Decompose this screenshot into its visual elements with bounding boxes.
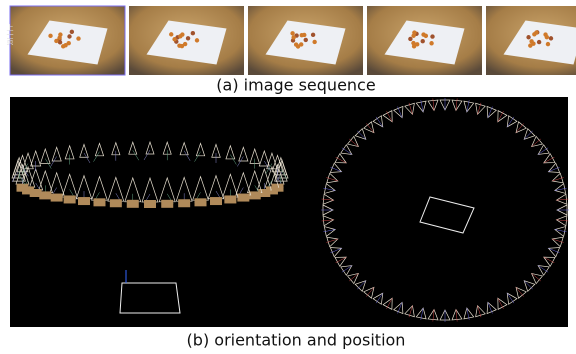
figure: 上一页 (a) image sequence (b) orientation a… [0, 0, 576, 354]
thumbnail [486, 6, 576, 75]
object [549, 36, 553, 40]
thumbnail [248, 6, 363, 75]
caption-b: (b) orientation and position [187, 331, 406, 350]
image-plane [161, 200, 173, 208]
thumbnail [367, 6, 482, 75]
object [300, 33, 304, 37]
object [412, 44, 416, 48]
object [312, 40, 316, 44]
object [63, 43, 67, 47]
object [546, 42, 550, 46]
object [421, 32, 425, 36]
object [304, 38, 308, 42]
thumbnail [10, 6, 125, 75]
object [178, 34, 182, 38]
image-plane [51, 194, 63, 202]
object [429, 41, 433, 45]
overlay-text: 上一页 [6, 23, 14, 46]
image-plane [64, 195, 76, 203]
object [529, 39, 533, 43]
image-plane [178, 199, 190, 207]
object [421, 39, 425, 43]
image-plane [127, 200, 139, 208]
caption-a: (a) image sequence [216, 76, 375, 95]
object [526, 35, 530, 39]
image-plane [110, 199, 122, 207]
object [430, 34, 434, 38]
object [76, 36, 80, 40]
object [543, 32, 547, 36]
object [537, 40, 541, 44]
object [67, 34, 71, 38]
object [172, 37, 176, 41]
object [296, 44, 300, 48]
image-plane [16, 184, 28, 192]
object [311, 33, 315, 37]
object [57, 36, 61, 40]
object [191, 31, 195, 35]
object [408, 37, 412, 41]
object [290, 31, 294, 35]
page: 上一页 (a) image sequence (b) orientation a… [0, 0, 576, 354]
object [186, 36, 190, 40]
object [411, 34, 415, 38]
image-plane [78, 197, 90, 205]
image-plane [93, 198, 105, 206]
image-plane [224, 195, 236, 203]
object [54, 39, 58, 43]
object [195, 38, 199, 42]
object [70, 30, 74, 34]
image-plane [210, 197, 222, 205]
image-plane [237, 194, 249, 202]
object [169, 32, 173, 36]
object [180, 44, 184, 48]
object [48, 34, 52, 38]
image-plane [144, 200, 156, 208]
object [291, 35, 295, 39]
object [528, 43, 532, 47]
thumbnail [129, 6, 244, 75]
image-plane [195, 198, 207, 206]
image-plane [249, 191, 261, 199]
image-sequence [10, 6, 576, 75]
pose-panel [10, 97, 568, 327]
object [532, 32, 536, 36]
